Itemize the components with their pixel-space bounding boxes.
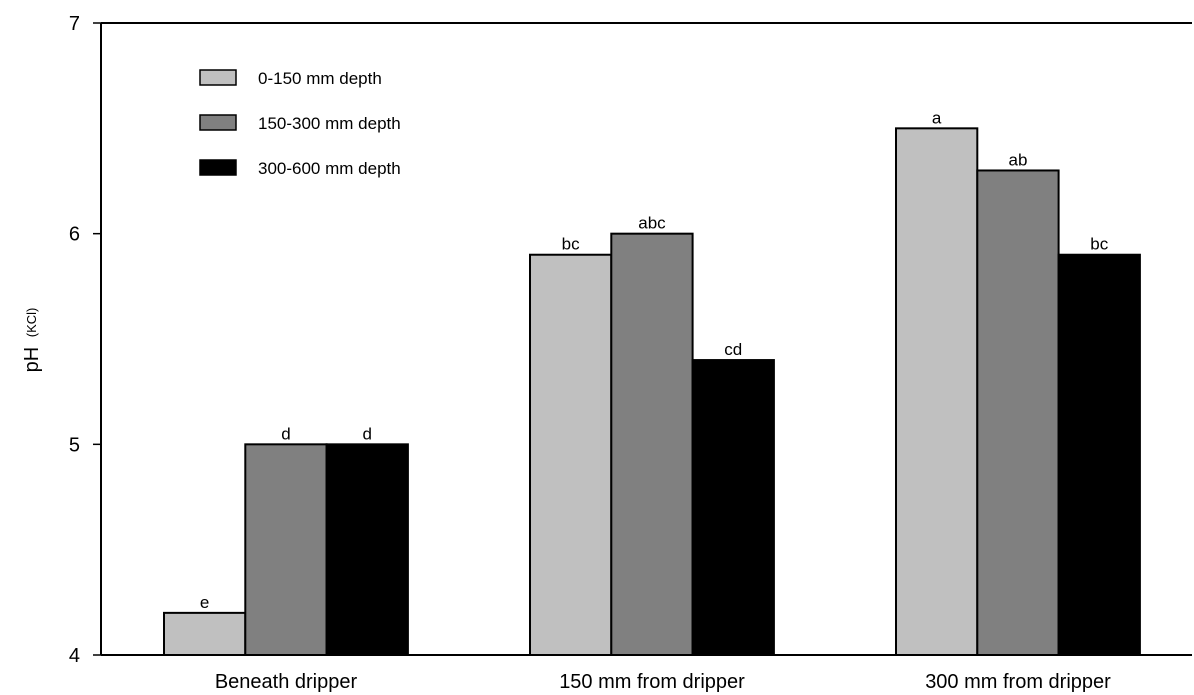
bar-significance-label: d	[281, 424, 290, 443]
legend-label: 150-300 mm depth	[258, 114, 401, 133]
bar-significance-label: abc	[638, 214, 666, 233]
y-tick-label: 5	[69, 434, 80, 456]
y-axis-label: pH	[21, 347, 43, 373]
x-category-label: 150 mm from dripper	[559, 671, 745, 693]
bar	[610, 232, 694, 657]
bar-significance-label: cd	[724, 340, 742, 359]
bar-significance-label: bc	[562, 235, 580, 254]
bar	[1057, 253, 1141, 656]
legend-label: 300-600 mm depth	[258, 159, 401, 178]
bar	[163, 611, 247, 656]
bar	[529, 253, 613, 656]
bar	[895, 127, 979, 657]
bar-significance-label: ab	[1008, 150, 1027, 169]
bar	[244, 443, 328, 657]
legend: 0-150 mm depth 150-300 mm depth 300-600 mm…	[199, 69, 401, 178]
legend-swatch	[199, 69, 237, 86]
bar	[325, 443, 409, 657]
bar-significance-label: e	[200, 593, 209, 612]
bar-significance-label: d	[363, 424, 372, 443]
svg-text:pH (KCl): pH (KCl)	[21, 308, 43, 373]
y-tick-label: 6	[69, 224, 80, 246]
legend-swatch	[199, 159, 237, 176]
x-category-label: Beneath dripper	[215, 671, 358, 693]
y-axis-label-subscript: (KCl)	[24, 308, 39, 338]
x-category-label: 300 mm from dripper	[925, 671, 1111, 693]
y-tick-label: 7	[69, 13, 80, 35]
bar-significance-label: bc	[1090, 235, 1108, 254]
y-tick-label: 4	[69, 645, 80, 667]
bar	[691, 359, 775, 656]
legend-label: 0-150 mm depth	[258, 69, 382, 88]
bar-significance-label: a	[932, 108, 942, 127]
y-axis-title: pH (KCl)	[21, 308, 43, 373]
legend-swatch	[199, 114, 237, 131]
bar	[976, 169, 1060, 656]
